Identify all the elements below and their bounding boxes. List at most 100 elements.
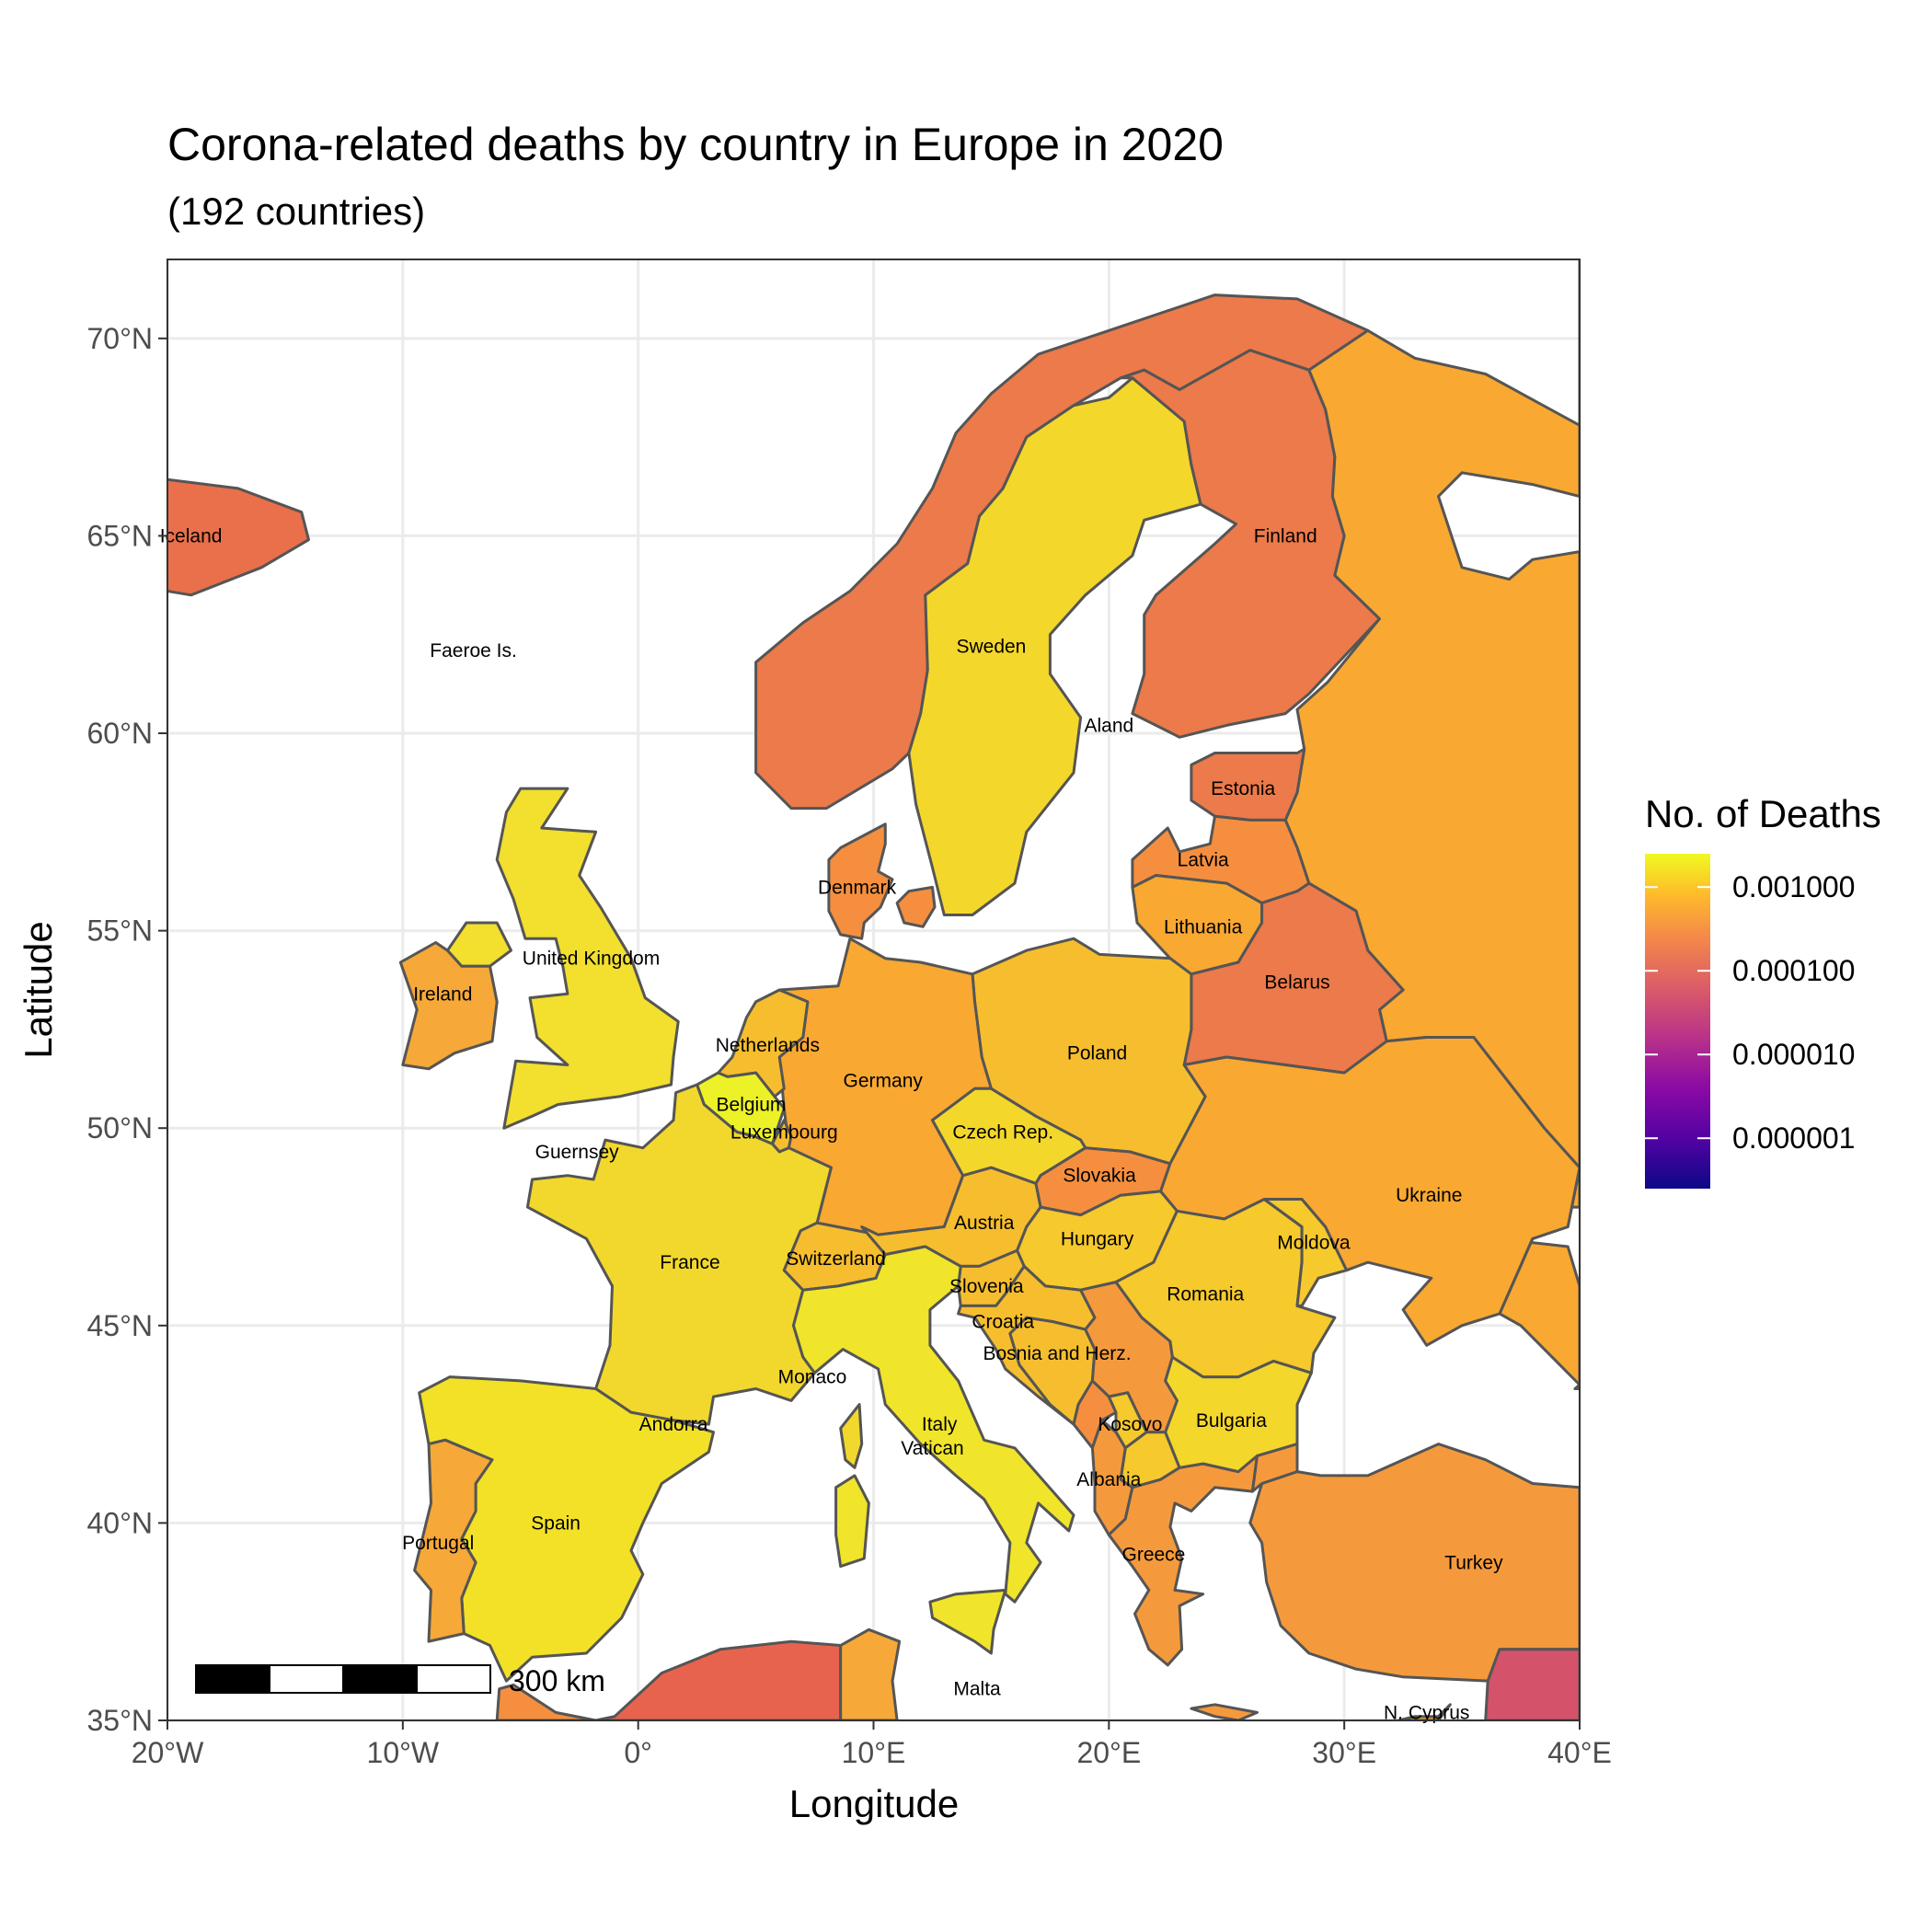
country-label: Albania	[1076, 1469, 1141, 1490]
country-label: United Kingdom	[523, 949, 660, 970]
country-label: Turkey	[1444, 1552, 1503, 1573]
x-tick-label: 40°E	[1547, 1736, 1612, 1769]
legend-tick-label: 0.001000	[1732, 870, 1855, 903]
country-sweden	[907, 376, 1202, 916]
y-tick-label: 40°N	[87, 1506, 154, 1539]
country-portugal	[413, 1438, 494, 1643]
country-label: Ukraine	[1396, 1185, 1462, 1206]
y-tick-label: 60°N	[87, 717, 154, 750]
y-axis: 35°N 40°N 45°N 50°N 55°N 60°N 65°N 70°N	[87, 322, 167, 1737]
country-sicily	[928, 1588, 1007, 1655]
country-ireland	[398, 941, 499, 1071]
y-tick-label: 50°N	[87, 1111, 154, 1144]
country-label: Poland	[1067, 1043, 1127, 1064]
country-label: Belarus	[1264, 972, 1329, 993]
chart-subtitle: (192 countries)	[167, 190, 426, 233]
country-italy	[792, 1245, 1075, 1604]
country-label: Bulgaria	[1196, 1410, 1267, 1432]
country-georgia	[1573, 1383, 1580, 1390]
legend-tick-label: 0.000010	[1732, 1038, 1855, 1071]
country-label: Austria	[954, 1213, 1015, 1234]
country-crete	[1190, 1703, 1259, 1720]
scale-bar-label: 300 km	[509, 1664, 605, 1697]
country-united-kingdom	[495, 787, 680, 1130]
x-axis-title: Longitude	[789, 1782, 960, 1825]
country-label: Hungary	[1061, 1228, 1134, 1249]
country-label: Spain	[531, 1512, 581, 1534]
country-label: Italy	[922, 1414, 958, 1435]
country-label: Luxembourg	[730, 1122, 838, 1144]
country-greece	[1107, 1454, 1259, 1667]
country-label: Denmark	[818, 877, 897, 898]
y-tick-label: 70°N	[87, 322, 154, 355]
x-tick-label: 10°E	[842, 1736, 906, 1769]
legend-colorbar	[1645, 854, 1710, 1189]
country-label: Malta	[953, 1679, 1001, 1700]
x-tick-label: 10°W	[367, 1736, 440, 1769]
country-label: Switzerland	[786, 1248, 886, 1270]
country-label: Guernsey	[535, 1142, 620, 1163]
country-label: Faeroe Is.	[430, 640, 517, 661]
country-label: Aland	[1084, 715, 1133, 736]
country-label: Romania	[1167, 1283, 1244, 1305]
scale-bar-segment	[416, 1664, 491, 1694]
scale-bar: 300 km	[195, 1664, 605, 1697]
country-label: Slovakia	[1063, 1166, 1136, 1187]
country-label: Latvia	[1178, 849, 1229, 870]
country-label: Croatia	[972, 1312, 1034, 1333]
legend-ticks: 0.001000 0.000100 0.000010 0.000001	[1645, 870, 1855, 1155]
country-finland	[1119, 349, 1381, 739]
country-label: Portugal	[402, 1533, 474, 1554]
country-denmark-zealand	[895, 885, 937, 928]
country-iceland	[167, 477, 310, 597]
legend-title: No. of Deaths	[1645, 792, 1881, 835]
country-cyprus	[1397, 1703, 1452, 1720]
country-syria	[1484, 1648, 1580, 1720]
country-turkey-europe	[1250, 1443, 1299, 1493]
country-label: Vatican	[901, 1438, 964, 1459]
country-corsica	[839, 1403, 864, 1469]
country-morocco	[495, 1683, 598, 1720]
country-sardinia	[834, 1474, 870, 1569]
country-label: Czech Rep.	[952, 1122, 1053, 1144]
legend-tick-label: 0.000001	[1732, 1121, 1855, 1155]
country-label: Lithuania	[1164, 916, 1243, 937]
y-tick-label: 45°N	[87, 1309, 154, 1342]
y-tick-label: 35°N	[87, 1704, 154, 1737]
legend-tick-label: 0.000100	[1732, 954, 1855, 987]
country-label: Monaco	[778, 1367, 847, 1388]
country-label: France	[660, 1252, 719, 1273]
x-tick-label: 30°E	[1312, 1736, 1376, 1769]
scale-bar-segment	[195, 1664, 270, 1694]
country-romania	[1114, 1198, 1337, 1379]
x-tick-label: 20°E	[1076, 1736, 1141, 1769]
country-label: N. Cyprus	[1384, 1702, 1469, 1723]
country-denmark	[827, 822, 894, 940]
chart-title: Corona-related deaths by country in Euro…	[167, 119, 1224, 170]
x-tick-label: 0°	[624, 1736, 652, 1769]
country-label: Germany	[844, 1071, 924, 1092]
country-labels: Iceland Faeroe Is. Finland Sweden Aland Eston…	[160, 525, 1503, 1723]
x-axis: 20°W 10°W 0° 10°E 20°E 30°E 40°E	[132, 1720, 1612, 1769]
country-label: Ireland	[413, 983, 472, 1005]
country-label: Kosovo	[1098, 1414, 1162, 1435]
country-label: Belgium	[717, 1094, 787, 1115]
country-turkey	[1248, 1443, 1580, 1683]
country-ukraine	[1159, 1036, 1580, 1347]
legend: No. of Deaths 0.0010000.0001000.0000100.…	[1645, 792, 1881, 1189]
country-label: Moldova	[1277, 1233, 1351, 1254]
y-axis-title: Latitude	[17, 921, 60, 1058]
x-tick-label: 20°W	[132, 1736, 204, 1769]
country-label: Netherlands	[716, 1035, 820, 1056]
country-label: Slovenia	[949, 1276, 1024, 1297]
y-tick-label: 65°N	[87, 519, 154, 552]
country-label: Sweden	[956, 637, 1026, 658]
scale-bar-segment	[269, 1664, 344, 1694]
country-label: Andorra	[639, 1414, 708, 1435]
country-shapes	[167, 259, 1580, 1720]
country-label: Estonia	[1211, 778, 1275, 799]
country-label: Iceland	[160, 525, 223, 546]
country-tunisia	[839, 1627, 902, 1720]
country-france	[525, 1083, 833, 1426]
